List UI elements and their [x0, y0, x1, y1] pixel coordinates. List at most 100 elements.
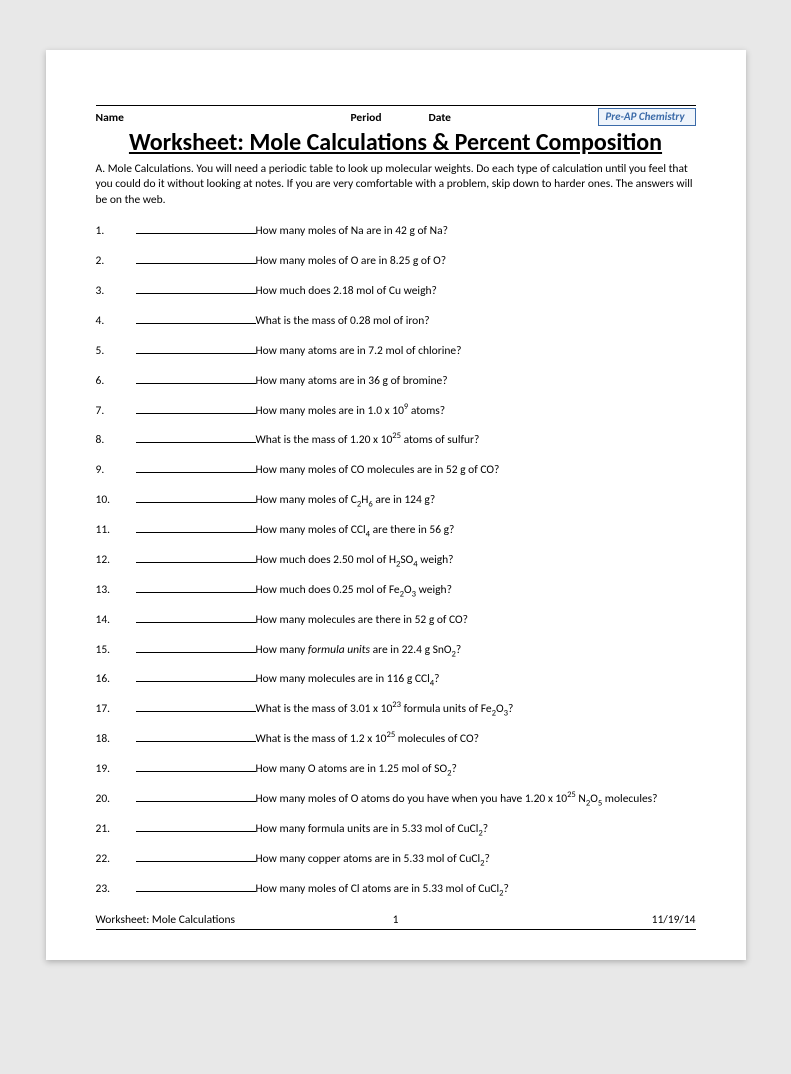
answer-blank	[136, 222, 256, 234]
question-text: How many formula units are in 5.33 mol o…	[256, 822, 489, 836]
question-row: 10. How many moles of C2H6 are in 124 g?	[96, 491, 696, 507]
question-number: 10.	[96, 493, 136, 507]
question-text: How many molecules are in 116 g CCl4?	[256, 672, 440, 686]
answer-blank	[136, 431, 256, 443]
question-number: 18.	[96, 732, 136, 746]
answer-blank	[136, 342, 256, 354]
question-number: 12.	[96, 553, 136, 567]
answer-blank	[136, 790, 256, 802]
question-text: What is the mass of 1.2 x 1025 molecules…	[256, 732, 479, 746]
question-number: 19.	[96, 762, 136, 776]
question-number: 13.	[96, 583, 136, 597]
question-text: How many O atoms are in 1.25 mol of SO2?	[256, 762, 457, 776]
answer-blank	[136, 850, 256, 862]
question-row: 15. How many formula units are in 22.4 g …	[96, 641, 696, 657]
answer-blank	[136, 312, 256, 324]
question-number: 21.	[96, 822, 136, 836]
answer-blank	[136, 820, 256, 832]
question-number: 5.	[96, 344, 136, 358]
question-number: 11.	[96, 523, 136, 537]
question-number: 22.	[96, 852, 136, 866]
footer: Worksheet: Mole Calculations 1 11/19/14	[96, 913, 696, 930]
question-row: 12. How much does 2.50 mol of H2SO4 weigh…	[96, 551, 696, 567]
answer-blank	[136, 700, 256, 712]
question-row: 18. What is the mass of 1.2 x 1025 molecu…	[96, 730, 696, 746]
question-row: 5. How many atoms are in 7.2 mol of chlor…	[96, 342, 696, 358]
question-row: 6. How many atoms are in 36 g of bromine?	[96, 372, 696, 388]
header-row: Name Period Date Pre-AP Chemistry	[96, 105, 696, 126]
question-number: 4.	[96, 314, 136, 328]
question-row: 4.What is the mass of 0.28 mol of iron?	[96, 312, 696, 328]
answer-blank	[136, 730, 256, 742]
question-text: What is the mass of 3.01 x 1023 formula …	[256, 702, 514, 716]
answer-blank	[136, 880, 256, 892]
answer-blank	[136, 521, 256, 533]
question-number: 1.	[96, 224, 136, 238]
question-number: 7.	[96, 404, 136, 418]
footer-left: Worksheet: Mole Calculations	[96, 913, 393, 927]
question-text: How many moles of Na are in 42 g of Na?	[256, 224, 448, 238]
answer-blank	[136, 611, 256, 623]
question-row: 13. How much does 0.25 mol of Fe2O3 weigh…	[96, 581, 696, 597]
question-number: 3.	[96, 284, 136, 298]
question-text: How much does 0.25 mol of Fe2O3 weigh?	[256, 583, 452, 597]
question-row: 11. How many moles of CCl4 are there in 5…	[96, 521, 696, 537]
question-row: 16. How many molecules are in 116 g CCl4?	[96, 670, 696, 686]
question-row: 17.What is the mass of 3.01 x 1023 formu…	[96, 700, 696, 716]
intro-text: A. Mole Calculations. You will need a pe…	[96, 162, 696, 209]
question-text: How much does 2.18 mol of Cu weigh?	[256, 284, 437, 298]
question-text: How many moles of CO molecules are in 52…	[256, 463, 500, 477]
question-text: How many moles of Cl atoms are in 5.33 m…	[256, 882, 509, 896]
question-number: 6.	[96, 374, 136, 388]
answer-blank	[136, 670, 256, 682]
footer-date: 11/19/14	[398, 913, 695, 927]
answer-blank	[136, 461, 256, 473]
question-number: 20.	[96, 792, 136, 806]
question-number: 14.	[96, 613, 136, 627]
answer-blank	[136, 760, 256, 772]
question-text: How many moles of C2H6 are in 124 g?	[256, 493, 436, 507]
course-badge: Pre-AP Chemistry	[598, 108, 695, 126]
answer-blank	[136, 252, 256, 264]
answer-blank	[136, 551, 256, 563]
question-text: How many molecules are there in 52 g of …	[256, 613, 469, 627]
question-number: 15.	[96, 643, 136, 657]
question-number: 16.	[96, 672, 136, 686]
question-number: 23.	[96, 882, 136, 896]
question-text: How many moles of O atoms do you have wh…	[256, 792, 658, 806]
question-row: 3. How much does 2.18 mol of Cu weigh?	[96, 282, 696, 298]
worksheet-title: Worksheet: Mole Calculations & Percent C…	[96, 128, 696, 158]
name-label: Name	[96, 111, 351, 125]
question-text: How many moles of O are in 8.25 g of O?	[256, 254, 447, 268]
question-row: 21. How many formula units are in 5.33 mo…	[96, 820, 696, 836]
question-number: 2.	[96, 254, 136, 268]
question-text: How many moles of CCl4 are there in 56 g…	[256, 523, 455, 537]
question-text: How many copper atoms are in 5.33 mol of…	[256, 852, 490, 866]
question-text: How many atoms are in 36 g of bromine?	[256, 374, 448, 388]
question-text: How much does 2.50 mol of H2SO4 weigh?	[256, 553, 454, 567]
answer-blank	[136, 491, 256, 503]
question-row: 8. What is the mass of 1.20 x 1025 atoms …	[96, 431, 696, 447]
question-row: 22. How many copper atoms are in 5.33 mol…	[96, 850, 696, 866]
date-label: Date	[429, 111, 599, 125]
question-row: 7. How many moles are in 1.0 x 109 atoms?	[96, 402, 696, 418]
answer-blank	[136, 641, 256, 653]
question-list: 1. How many moles of Na are in 42 g of Na…	[96, 222, 696, 896]
question-text: What is the mass of 1.20 x 1025 atoms of…	[256, 433, 480, 447]
worksheet-page: Name Period Date Pre-AP Chemistry Worksh…	[46, 50, 746, 960]
question-number: 9.	[96, 463, 136, 477]
question-text: How many formula units are in 22.4 g SnO…	[256, 643, 462, 657]
answer-blank	[136, 581, 256, 593]
period-label: Period	[351, 111, 429, 125]
question-row: 19. How many O atoms are in 1.25 mol of S…	[96, 760, 696, 776]
question-row: 23. How many moles of Cl atoms are in 5.3…	[96, 880, 696, 896]
question-number: 8.	[96, 433, 136, 447]
question-row: 20. How many moles of O atoms do you have…	[96, 790, 696, 806]
answer-blank	[136, 402, 256, 414]
answer-blank	[136, 372, 256, 384]
question-text: How many atoms are in 7.2 mol of chlorin…	[256, 344, 462, 358]
question-row: 2. How many moles of O are in 8.25 g of O…	[96, 252, 696, 268]
question-row: 9. How many moles of CO molecules are in …	[96, 461, 696, 477]
question-text: How many moles are in 1.0 x 109 atoms?	[256, 404, 446, 418]
question-row: 14. How many molecules are there in 52 g …	[96, 611, 696, 627]
